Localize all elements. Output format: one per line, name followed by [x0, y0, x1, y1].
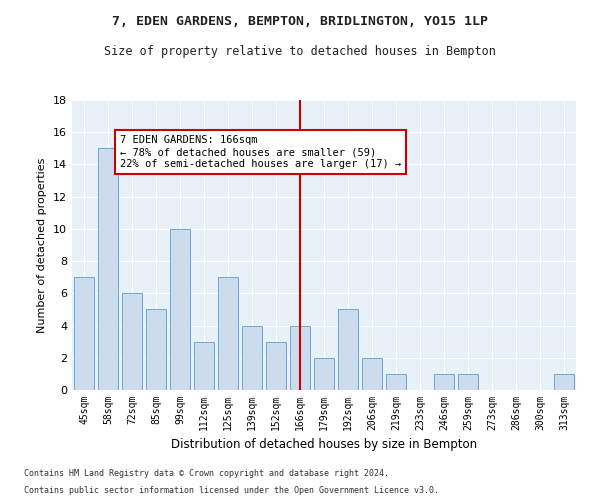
Bar	[290, 326, 310, 390]
Bar	[74, 277, 94, 390]
Bar	[218, 277, 238, 390]
Text: 7 EDEN GARDENS: 166sqm
← 78% of detached houses are smaller (59)
22% of semi-det: 7 EDEN GARDENS: 166sqm ← 78% of detached…	[120, 136, 401, 168]
Bar	[266, 342, 286, 390]
Text: Size of property relative to detached houses in Bempton: Size of property relative to detached ho…	[104, 45, 496, 58]
Text: Contains public sector information licensed under the Open Government Licence v3: Contains public sector information licen…	[24, 486, 439, 495]
Bar	[98, 148, 118, 390]
Bar	[146, 310, 166, 390]
Bar	[122, 294, 142, 390]
Bar	[242, 326, 262, 390]
Bar	[434, 374, 454, 390]
Y-axis label: Number of detached properties: Number of detached properties	[37, 158, 47, 332]
Text: Contains HM Land Registry data © Crown copyright and database right 2024.: Contains HM Land Registry data © Crown c…	[24, 468, 389, 477]
Bar	[362, 358, 382, 390]
Bar	[194, 342, 214, 390]
Bar	[458, 374, 478, 390]
Text: 7, EDEN GARDENS, BEMPTON, BRIDLINGTON, YO15 1LP: 7, EDEN GARDENS, BEMPTON, BRIDLINGTON, Y…	[112, 15, 488, 28]
X-axis label: Distribution of detached houses by size in Bempton: Distribution of detached houses by size …	[171, 438, 477, 452]
Bar	[554, 374, 574, 390]
Bar	[386, 374, 406, 390]
Bar	[170, 229, 190, 390]
Bar	[338, 310, 358, 390]
Bar	[314, 358, 334, 390]
